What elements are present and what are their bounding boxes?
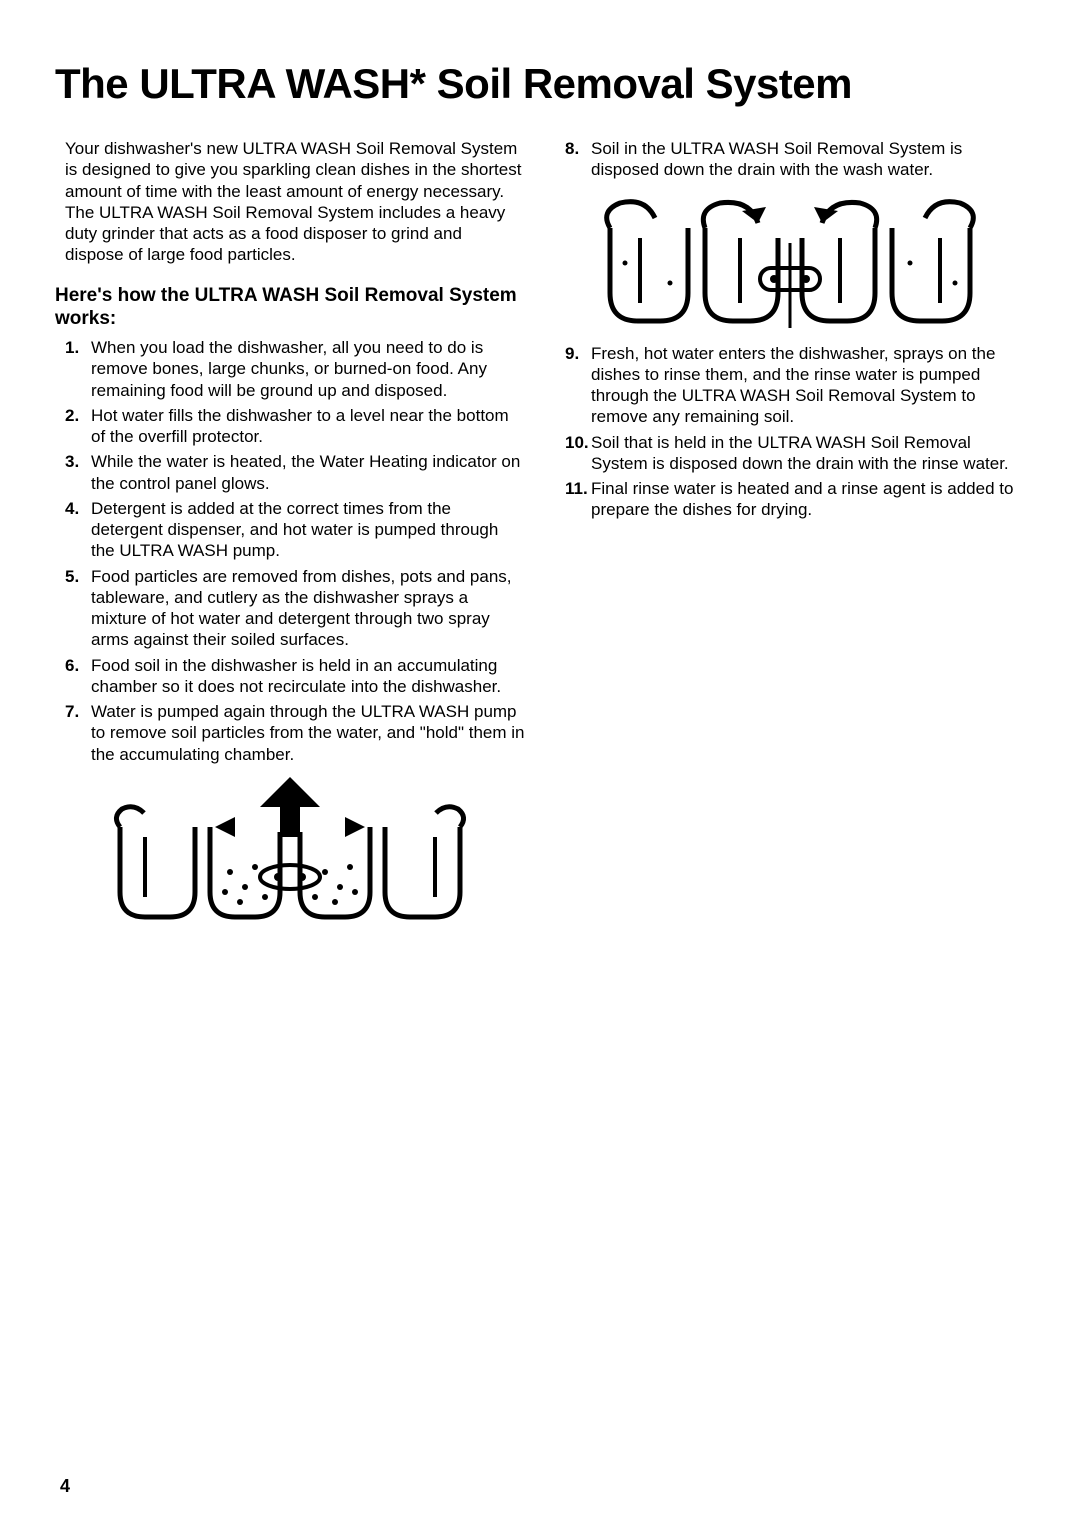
right-column: 8.Soil in the ULTRA WASH Soil Removal Sy… [555,138,1025,937]
wash-cycle-diagram-1 [100,777,480,927]
subheading: Here's how the ULTRA WASH Soil Removal S… [55,284,525,332]
page: The ULTRA WASH* Soil Removal System Your… [0,0,1080,1537]
list-item: 6.Food soil in the dishwasher is held in… [65,655,525,698]
columns: Your dishwasher's new ULTRA WASH Soil Re… [55,138,1025,937]
list-item: 11.Final rinse water is heated and a rin… [565,478,1025,521]
list-item: 5.Food particles are removed from dishes… [65,566,525,651]
wash-cycle-diagram-2 [590,193,990,333]
left-column: Your dishwasher's new ULTRA WASH Soil Re… [55,138,525,937]
list-item: 3.While the water is heated, the Water H… [65,451,525,494]
list-item: 2.Hot water fills the dishwasher to a le… [65,405,525,448]
intro-paragraph: Your dishwasher's new ULTRA WASH Soil Re… [65,138,525,266]
list-item: 10.Soil that is held in the ULTRA WASH S… [565,432,1025,475]
steps-list-left: 1.When you load the dishwasher, all you … [65,337,525,765]
list-item: 4.Detergent is added at the correct time… [65,498,525,562]
list-item: 9.Fresh, hot water enters the dishwasher… [565,343,1025,428]
page-title: The ULTRA WASH* Soil Removal System [55,60,1025,108]
list-item: 7.Water is pumped again through the ULTR… [65,701,525,765]
list-item: 8.Soil in the ULTRA WASH Soil Removal Sy… [565,138,1025,181]
steps-list-right-a: 8.Soil in the ULTRA WASH Soil Removal Sy… [565,138,1025,181]
steps-list-right-b: 9.Fresh, hot water enters the dishwasher… [565,343,1025,521]
list-item: 1.When you load the dishwasher, all you … [65,337,525,401]
page-number: 4 [60,1476,70,1497]
